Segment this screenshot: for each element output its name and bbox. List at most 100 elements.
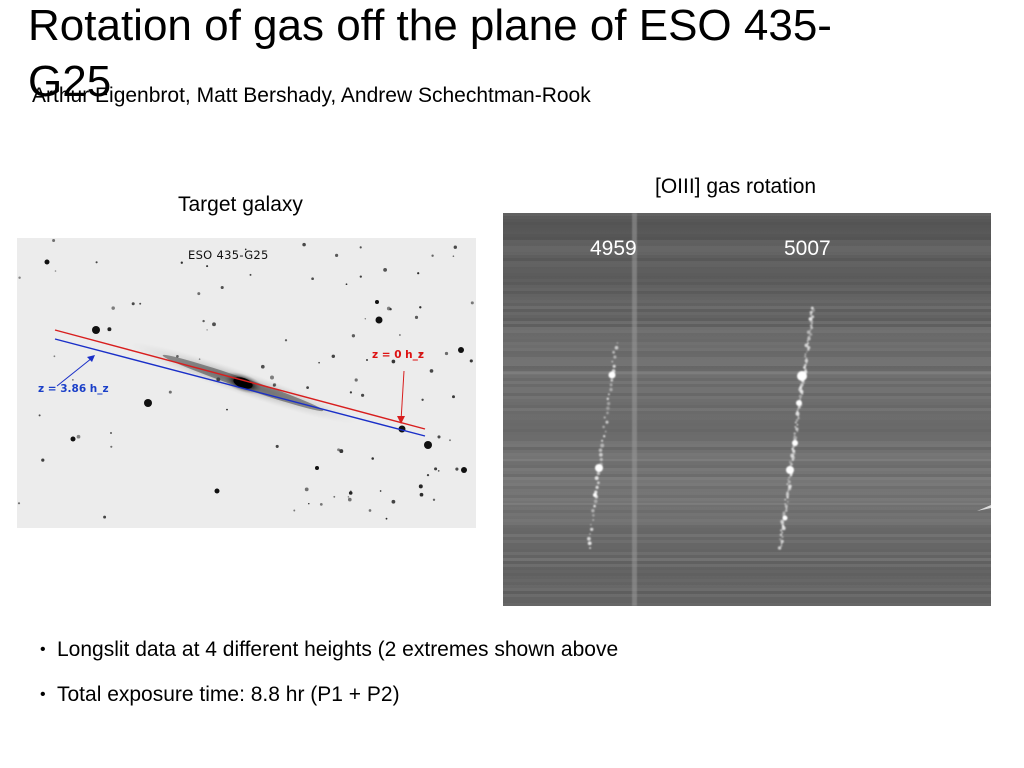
sky-band: [503, 567, 991, 570]
star: [54, 270, 57, 272]
sky-band: [503, 240, 991, 243]
sky-band: [503, 582, 991, 585]
emission-knot: [612, 364, 616, 368]
emission-knot: [784, 503, 787, 505]
bullet-text: Longslit data at 4 different heights (2 …: [57, 638, 619, 661]
emission-knot: [801, 393, 804, 395]
star: [168, 390, 172, 394]
red-arrow: [400, 370, 405, 422]
sky-band: [503, 375, 991, 378]
star: [38, 414, 41, 417]
star: [371, 457, 374, 460]
emission-knot: [602, 425, 605, 429]
sky-band: [503, 453, 991, 456]
star: [434, 467, 438, 471]
sky-band: [503, 309, 991, 312]
star: [449, 439, 451, 442]
sky-line-column: [632, 213, 637, 606]
emission-knot: [792, 449, 796, 453]
emission-knot: [593, 504, 596, 508]
edge-artifact: [977, 505, 991, 511]
star: [220, 285, 224, 290]
sky-band: [503, 393, 991, 396]
sky-band: [503, 603, 991, 606]
sky-band: [503, 426, 991, 429]
emission-knot: [789, 474, 793, 477]
emission-knot: [790, 462, 793, 466]
emission-knot: [791, 455, 795, 460]
emission-knot: [590, 523, 592, 526]
red-arrow-head: [397, 416, 405, 424]
emission-knot: [795, 411, 800, 416]
sky-band: [503, 327, 991, 330]
emission-knot: [805, 357, 808, 360]
sky-band: [503, 330, 991, 333]
sky-band: [503, 363, 991, 366]
sky-band: [503, 552, 991, 555]
emission-knot: [784, 504, 788, 508]
emission-knot: [799, 397, 802, 400]
sky-band: [503, 399, 991, 402]
star: [311, 277, 314, 281]
star: [385, 517, 388, 520]
emission-knot: [595, 485, 599, 490]
star: [399, 334, 401, 336]
sky-band: [503, 351, 991, 354]
sky-band: [503, 402, 991, 405]
emission-knot: [804, 343, 809, 348]
sky-band: [503, 558, 991, 561]
emission-knot: [788, 460, 792, 464]
sky-band: [503, 231, 991, 234]
sky-band: [503, 360, 991, 363]
sky-band: [503, 417, 991, 420]
emission-knot-bright: [792, 440, 798, 446]
star: [144, 399, 152, 407]
sky-band: [503, 213, 991, 216]
emission-knot: [587, 536, 591, 541]
emission-knot: [781, 531, 784, 534]
sky-band: [503, 564, 991, 567]
star: [359, 246, 362, 249]
emission-knot: [780, 544, 783, 547]
sky-band: [503, 264, 991, 267]
emission-knot: [596, 471, 601, 476]
spectrum-image: 4959 5007: [503, 213, 991, 606]
sky-band: [503, 246, 991, 249]
star: [419, 306, 422, 309]
sky-band: [503, 507, 991, 510]
sky-band: [503, 225, 991, 228]
sky-band: [503, 468, 991, 471]
sky-band: [503, 486, 991, 489]
emission-knot: [809, 313, 813, 316]
sky-band: [503, 492, 991, 495]
sky-band: [503, 537, 991, 540]
star: [249, 273, 252, 276]
sky-band: [503, 219, 991, 222]
sky-band: [503, 357, 991, 360]
star: [351, 334, 356, 338]
star: [339, 449, 344, 454]
emission-knot: [604, 430, 607, 433]
emission-knot: [805, 361, 808, 365]
emission-knot: [786, 491, 789, 495]
bullet-dot-icon: •: [40, 641, 46, 658]
star: [452, 395, 455, 399]
emission-knot: [587, 541, 592, 546]
sky-band: [503, 471, 991, 474]
emission-knot: [806, 330, 811, 335]
emission-knot: [784, 498, 787, 501]
emission-knot: [786, 483, 789, 485]
emission-knot: [785, 507, 788, 510]
annotation-z0: z = 0 h_z: [372, 349, 425, 361]
emission-knot: [589, 546, 592, 550]
sky-band: [503, 420, 991, 423]
emission-knot: [786, 500, 789, 503]
star: [214, 488, 220, 494]
emission-lines: [587, 306, 816, 550]
sky-band: [503, 483, 991, 486]
star: [197, 292, 201, 296]
emission-knot: [804, 353, 807, 356]
star: [139, 302, 142, 305]
authors-line: Arthur Eigenbrot, Matt Bershady, Andrew …: [32, 84, 591, 107]
emission-knot: [804, 359, 809, 363]
